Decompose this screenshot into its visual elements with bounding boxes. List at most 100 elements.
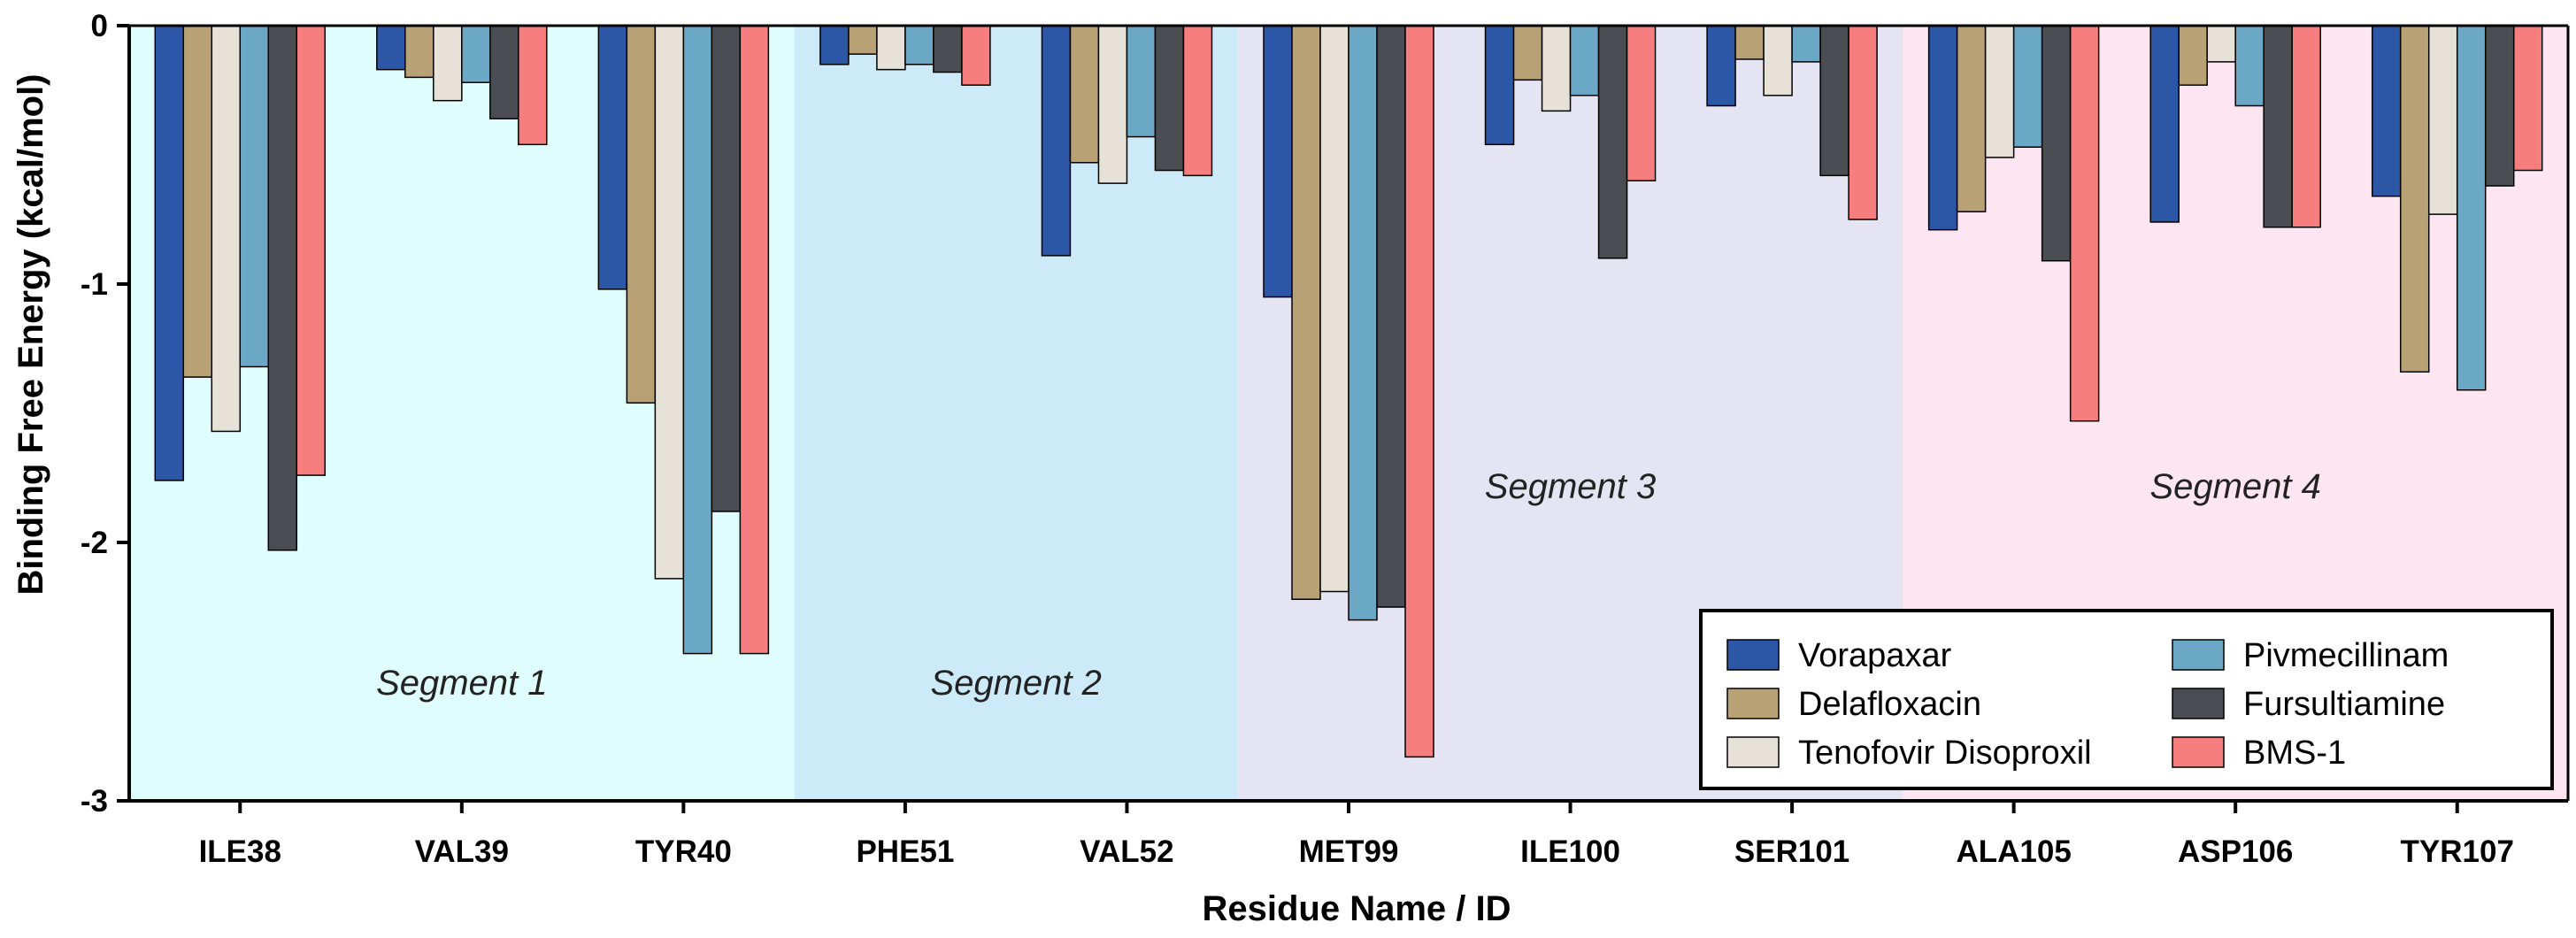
x-axis-title: Residue Name / ID [1202,889,1511,928]
bar-tyr40-fursultiamine [711,25,742,512]
bar-ala105-bms-1 [2069,25,2100,422]
x-tick-label-5: MET99 [1299,834,1399,869]
bar-ile100-fursultiamine [1597,25,1628,259]
bar-asp106-delafloxacin [2178,25,2208,86]
bar-met99-pivmecillinam [1348,25,1378,621]
bar-ile100-vorapaxar [1484,25,1515,146]
bar-tyr107-fursultiamine [2484,25,2515,187]
bar-ile38-fursultiamine [267,25,298,551]
bar-val52-fursultiamine [1154,25,1185,172]
legend-label-tenofovir-disoproxil: Tenofovir Disoproxil [1798,734,2092,772]
legend-swatch-fursultiamine [2172,688,2225,719]
legend-label-bms-1: BMS-1 [2243,734,2346,772]
bar-asp106-vorapaxar [2149,25,2180,223]
bar-ser101-delafloxacin [1734,25,1765,60]
bar-ile100-pivmecillinam [1569,25,1600,96]
bar-ile38-bms-1 [296,25,327,476]
x-tick-label-0: ILE38 [199,834,281,869]
bar-met99-bms-1 [1404,25,1434,758]
legend-label-fursultiamine: Fursultiamine [2243,686,2445,723]
bar-val52-tenofovir-disoproxil [1097,25,1128,184]
bar-met99-delafloxacin [1291,25,1321,600]
segment-label-3: Segment 3 [1485,467,1656,506]
y-tick-label-2: -2 [81,526,108,560]
legend-box [1699,609,2554,790]
bar-phe51-pivmecillinam [904,25,934,65]
legend: Vorapaxar Delafloxacin Tenofovir Disoproxi… [1699,609,2554,790]
bar-ser101-bms-1 [1848,25,1878,220]
y-tick-label-0: 0 [91,9,108,43]
bar-val52-vorapaxar [1041,25,1072,257]
legend-swatch-delafloxacin [1726,688,1780,719]
legend-swatch-pivmecillinam [2172,639,2225,671]
bar-tyr40-vorapaxar [597,25,628,290]
bar-ala105-pivmecillinam [2012,25,2043,148]
x-tick-label-3: PHE51 [856,834,954,869]
legend-label-vorapaxar: Vorapaxar [1798,637,1952,674]
x-tick-label-1: VAL39 [415,834,509,869]
segment-label-2: Segment 2 [930,664,1101,703]
bar-val52-delafloxacin [1069,25,1100,164]
bar-phe51-delafloxacin [848,25,878,55]
segment-labels: Segment 1 Segment 2 Segment 3 Segment 4 [376,467,2321,703]
bar-ser101-vorapaxar [1706,25,1736,107]
segment-label-4: Segment 4 [2149,467,2320,506]
bar-tyr107-vorapaxar [2371,25,2402,197]
bars [154,25,2543,758]
bar-ile100-delafloxacin [1512,25,1543,81]
bar-ser101-tenofovir-disoproxil [1763,25,1793,96]
x-tick-label-7: SER101 [1734,834,1849,869]
bar-tyr107-bms-1 [2512,25,2543,172]
bar-ile38-vorapaxar [154,25,185,481]
bar-val52-bms-1 [1182,25,1213,177]
bar-val39-tenofovir-disoproxil [433,25,463,102]
bar-val39-bms-1 [518,25,548,146]
bar-phe51-vorapaxar [819,25,850,65]
x-tick-label-9: ASP106 [2178,834,2293,869]
legend-label-delafloxacin: Delafloxacin [1798,686,1981,723]
bar-tyr40-bms-1 [739,25,770,655]
segment-label-1: Segment 1 [376,664,547,703]
bar-ile100-tenofovir-disoproxil [1541,25,1572,112]
bar-ser101-pivmecillinam [1791,25,1821,63]
bar-asp106-pivmecillinam [2234,25,2265,107]
bar-val39-vorapaxar [376,25,406,71]
y-axis-title: Binding Free Energy (kcal/mol) [12,73,50,595]
bar-tyr107-tenofovir-disoproxil [2427,25,2458,215]
bar-ala105-fursultiamine [2041,25,2072,262]
y-tick-label-3: -3 [81,784,108,819]
bar-phe51-tenofovir-disoproxil [876,25,906,71]
x-tick-label-10: TYR107 [2401,834,2514,869]
bar-tyr107-delafloxacin [2399,25,2430,373]
x-tick-label-4: VAL52 [1080,834,1173,869]
bar-val52-pivmecillinam [1126,25,1157,138]
bar-ala105-tenofovir-disoproxil [1984,25,2015,158]
bar-ile100-bms-1 [1626,25,1657,181]
bar-met99-vorapaxar [1263,25,1293,298]
bar-val39-fursultiamine [489,25,519,119]
bar-tyr40-delafloxacin [626,25,657,404]
bar-tyr40-tenofovir-disoproxil [654,25,685,580]
bar-tyr40-pivmecillinam [682,25,713,655]
bar-phe51-fursultiamine [933,25,963,73]
x-tick-label-6: ILE100 [1520,834,1620,869]
bar-ala105-vorapaxar [1927,25,1958,231]
x-tick-label-8: ALA105 [1956,834,2071,869]
bar-met99-tenofovir-disoproxil [1319,25,1350,593]
y-tick-label-1: -1 [81,267,108,302]
legend-label-pivmecillinam: Pivmecillinam [2243,637,2449,674]
bar-val39-pivmecillinam [461,25,491,83]
bar-phe51-bms-1 [961,25,991,86]
x-tick-label-2: TYR40 [635,834,732,869]
bar-asp106-bms-1 [2291,25,2321,228]
bar-ala105-delafloxacin [1956,25,1987,212]
axes: 0 -1 -2 -3 ILE38 VAL39 TYR40 PHE51 VAL52 MET99 ILE… [81,9,2570,869]
bar-asp106-tenofovir-disoproxil [2206,25,2236,63]
bar-ser101-fursultiamine [1819,25,1849,177]
bar-ile38-pivmecillinam [239,25,270,368]
bar-met99-fursultiamine [1376,25,1406,608]
bar-val39-delafloxacin [404,25,434,79]
legend-swatch-vorapaxar [1726,639,1780,671]
legend-swatch-tenofovir-disoproxil [1726,736,1780,768]
